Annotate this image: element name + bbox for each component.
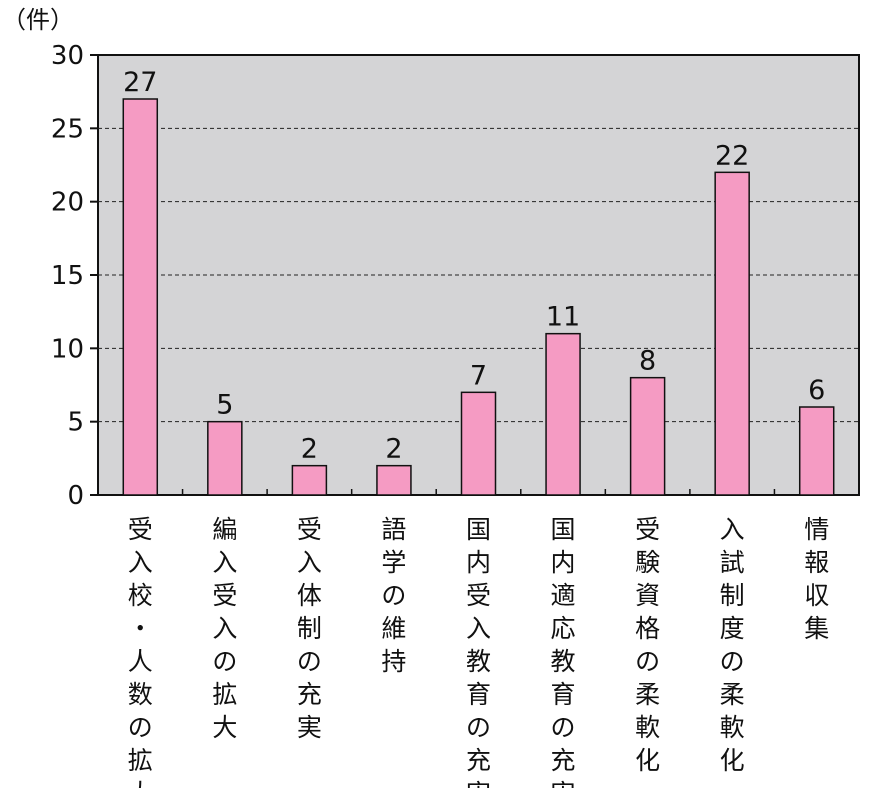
category-label: 語学の維持 <box>381 515 406 676</box>
y-axis-ticks: 0 5 10 15 20 25 30 <box>51 41 98 511</box>
category-label: 入試制度の柔軟化 <box>720 515 745 775</box>
bar-value-label: 7 <box>470 360 487 391</box>
bar <box>291 464 328 496</box>
bar <box>798 406 835 496</box>
category-label: 情報収集 <box>804 515 829 643</box>
y-tick-label: 20 <box>51 188 84 218</box>
bar-value-label: 8 <box>639 346 656 377</box>
y-tick-label: 0 <box>67 481 84 511</box>
bar-value-label: 2 <box>301 434 318 465</box>
bar <box>460 391 497 496</box>
category-label: 編入受入の拡大 <box>212 515 237 742</box>
y-axis-unit-label: （件） <box>2 6 74 34</box>
bar-value-label: 5 <box>216 390 233 421</box>
bar-value-label: 2 <box>385 434 402 465</box>
category-label: 国内適応教育の充実 <box>551 515 576 788</box>
bar <box>376 464 412 496</box>
y-tick-label: 25 <box>51 114 84 144</box>
bar-value-label: 22 <box>715 140 749 171</box>
bar-value-label: 11 <box>546 302 580 333</box>
y-tick-label: 10 <box>51 334 84 364</box>
bar-value-label: 6 <box>808 375 825 406</box>
category-labels: 受入校・人数の拡大 編入受入の拡大 受入体制の充実 語学の維持 国内受入教育の充実 国内適… <box>128 515 829 788</box>
y-tick-label: 30 <box>51 41 84 71</box>
category-label: 国内受入教育の充実 <box>466 515 491 788</box>
bar <box>714 171 750 496</box>
bar-value-label: 27 <box>123 67 157 98</box>
category-label: 受入校・人数の拡大 <box>128 515 153 788</box>
bar <box>629 376 666 496</box>
bar <box>545 332 581 496</box>
x-axis-ticks <box>181 489 776 495</box>
category-label: 受入体制の充実 <box>297 515 322 742</box>
bar <box>207 420 243 496</box>
y-tick-label: 5 <box>67 408 84 438</box>
category-label: 受験資格の柔軟化 <box>635 515 660 775</box>
bar <box>122 98 159 496</box>
y-tick-label: 15 <box>51 261 84 291</box>
